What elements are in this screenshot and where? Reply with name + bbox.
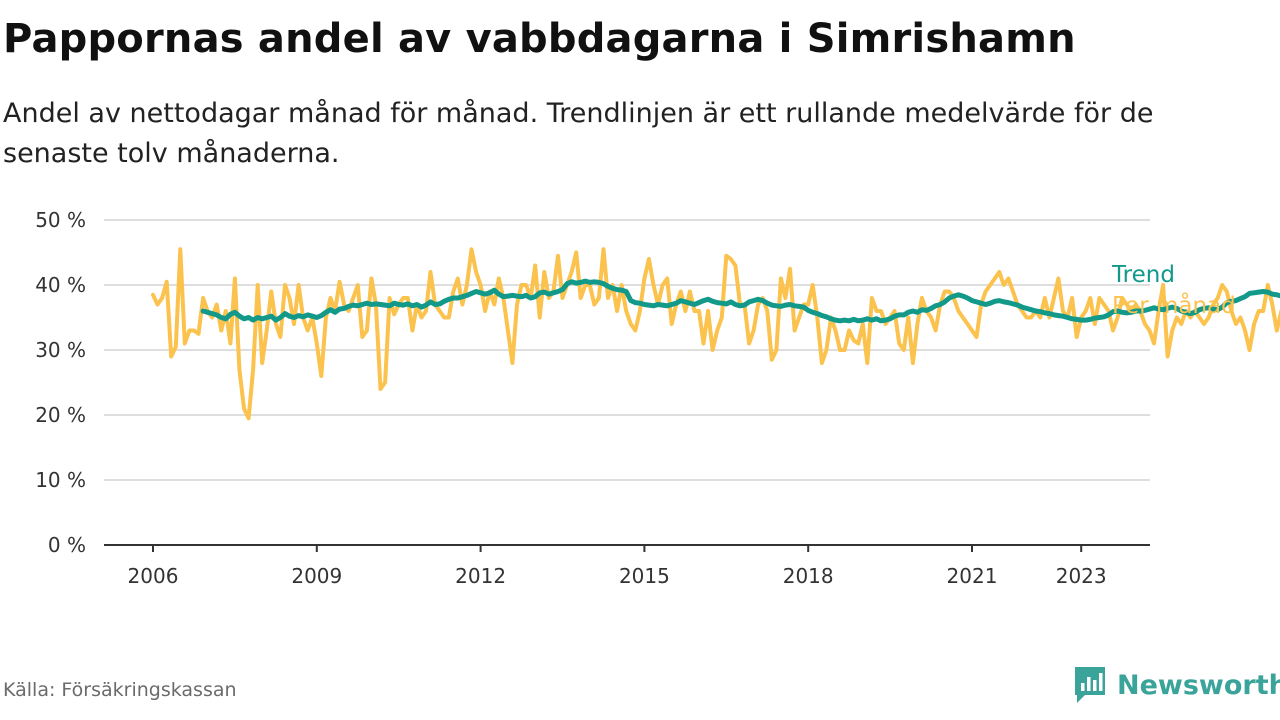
brand-logo: Newsworthy	[1073, 664, 1280, 706]
line-chart: 0 % 10 % 20 % 30 % 40 % 50 % 2006 2009 2012 2015…	[35, 208, 1280, 588]
legend-trend-label: Trend	[1111, 262, 1175, 288]
x-tick-label: 2023	[1056, 564, 1107, 588]
y-tick-label: 40 %	[35, 273, 86, 297]
y-tick-label: 10 %	[35, 468, 86, 492]
y-axis-tick-labels: 0 % 10 % 20 % 30 % 40 % 50 %	[35, 208, 86, 557]
y-tick-label: 50 %	[35, 208, 86, 232]
legend: Trend Per månad	[1111, 262, 1236, 319]
x-tick-label: 2018	[783, 564, 834, 588]
series-lines	[151, 247, 1280, 421]
x-tick-label: 2021	[947, 564, 998, 588]
y-gridlines	[104, 219, 1150, 481]
x-axis: 2006 2009 2012 2015 2018 2021 2023	[104, 544, 1150, 588]
chart-title: Pappornas andel av vabbdagarna i Simrish…	[3, 16, 1076, 62]
x-tick-label: 2015	[619, 564, 670, 588]
monthly-series-line	[151, 247, 1280, 421]
y-tick-label: 0 %	[48, 533, 86, 557]
x-tick-label: 2006	[128, 564, 179, 588]
brand-name: Newsworthy	[1117, 669, 1280, 701]
y-tick-label: 20 %	[35, 403, 86, 427]
chart-subtitle: Andel av nettodagar månad för månad. Tre…	[3, 98, 1154, 169]
legend-monthly-label: Per månad	[1112, 291, 1236, 319]
x-tick-label: 2009	[291, 564, 342, 588]
source-note: Källa: Försäkringskassan	[3, 679, 237, 701]
trend-series-line	[200, 278, 1280, 324]
x-tick-label: 2012	[455, 564, 506, 588]
newsworthy-logo-icon	[1075, 667, 1105, 703]
y-tick-label: 30 %	[35, 338, 86, 362]
